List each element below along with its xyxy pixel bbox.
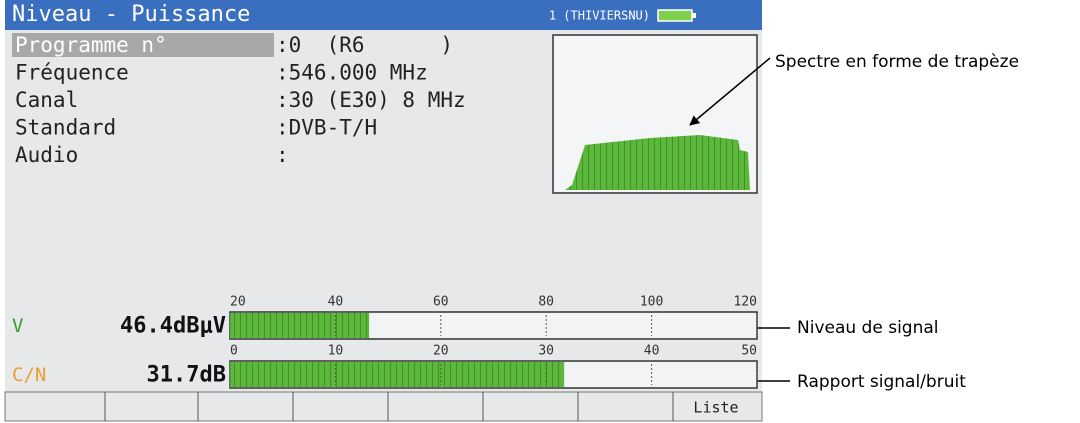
annotation: Spectre en forme de trapèze [775, 52, 1019, 72]
scale-label: 120 [734, 295, 757, 310]
scale-label: 0 [230, 344, 238, 359]
scale-label: 30 [538, 344, 554, 359]
field-label: Audio [15, 143, 78, 167]
softkey-row [4, 391, 763, 422]
header-bar [5, 0, 762, 30]
selection-highlight [12, 33, 274, 57]
field-value: :DVB-T/H [276, 116, 377, 140]
annotation: Rapport signal/bruit [797, 372, 966, 392]
softkey-label: Liste [693, 399, 738, 417]
field-value: :546.000 MHz [276, 61, 428, 85]
gauge-bar [230, 362, 565, 387]
gauge-bar [230, 313, 370, 338]
field-label: Programme n° [15, 33, 167, 57]
annotation: Niveau de signal [797, 318, 939, 338]
annotation-arrow [689, 57, 771, 126]
status: 1 (THIVIERSNU) [549, 9, 650, 23]
battery-tip [692, 13, 696, 18]
scale-label: 10 [328, 344, 344, 359]
scale-label: 100 [640, 295, 663, 310]
field-value: :0 (R6 ) [276, 33, 453, 57]
scale-label: 60 [433, 295, 449, 310]
battery-icon [657, 9, 693, 22]
field-label: Standard [15, 116, 116, 140]
scale-label: 80 [538, 295, 554, 310]
scale-label: 20 [230, 295, 246, 310]
gauge-reading: 46.4dBμV [120, 314, 226, 339]
field-label: Fréquence [15, 61, 129, 85]
screen-title: Niveau - Puissance [12, 2, 250, 27]
gauge-label: C/N [12, 364, 46, 386]
gauge-label: V [12, 315, 23, 337]
gauge-reading: 31.7dB [147, 363, 226, 388]
spectrum-trace [565, 135, 750, 190]
field-label: Canal [15, 88, 78, 112]
scale-label: 20 [433, 344, 449, 359]
field-value: :30 (E30) 8 MHz [276, 88, 466, 112]
scale-label: 40 [328, 295, 344, 310]
scale-label: 50 [741, 344, 757, 359]
scale-label: 40 [644, 344, 660, 359]
field-value: : [276, 143, 289, 167]
